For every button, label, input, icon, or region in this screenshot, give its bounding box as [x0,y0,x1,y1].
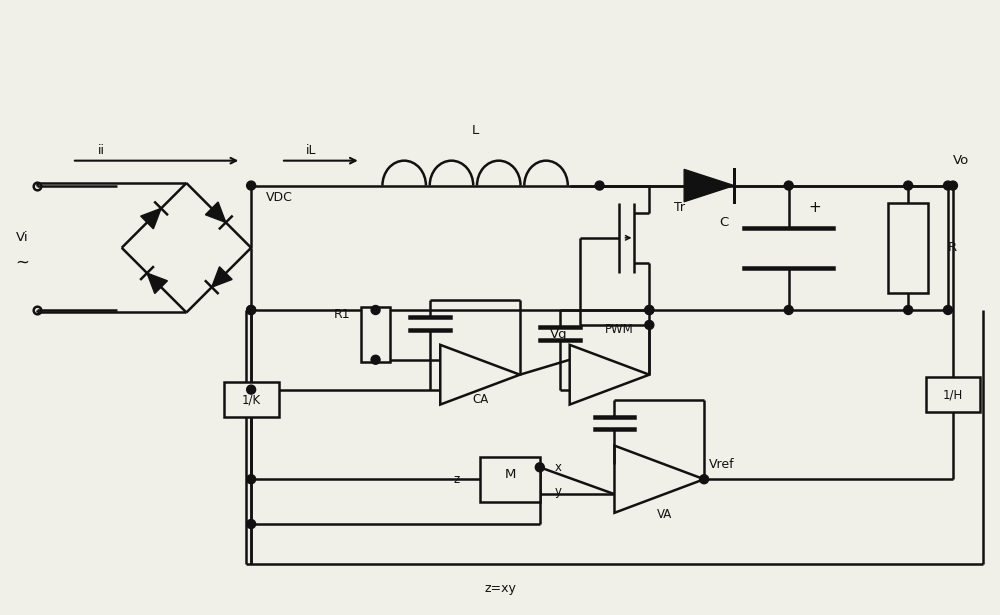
Bar [480,457,540,502]
Text: ~: ~ [15,254,29,272]
Bar [926,377,980,412]
Text: R1: R1 [334,309,351,322]
Bar [361,308,390,362]
Polygon shape [147,273,167,293]
Text: +: + [809,200,821,215]
Text: z=xy: z=xy [484,582,516,595]
Text: M: M [504,468,516,481]
Polygon shape [212,267,232,287]
Circle shape [247,385,256,394]
Text: L: L [471,124,479,137]
Circle shape [247,181,256,190]
Text: 1/K: 1/K [242,393,261,406]
Bar [888,203,928,293]
Circle shape [645,306,654,314]
Text: x: x [555,461,562,474]
Circle shape [784,181,793,190]
Circle shape [247,475,256,484]
Circle shape [247,306,256,314]
Text: ii: ii [98,144,105,157]
Text: y: y [555,485,562,498]
Circle shape [247,520,256,528]
Text: VA: VA [657,507,672,520]
Circle shape [645,320,654,330]
Text: C: C [720,216,729,229]
Text: Vg: Vg [550,328,567,341]
Circle shape [943,306,952,314]
Text: iL: iL [306,144,316,157]
Text: VDC: VDC [266,191,293,205]
Text: Vi: Vi [16,231,28,244]
Circle shape [371,306,380,314]
Circle shape [700,475,709,484]
Circle shape [247,306,256,314]
Circle shape [595,181,604,190]
Circle shape [904,306,913,314]
Circle shape [535,463,544,472]
Text: Tr: Tr [674,202,685,215]
Polygon shape [684,169,734,202]
Bar [224,382,279,417]
Circle shape [904,181,913,190]
Polygon shape [141,208,161,229]
Polygon shape [205,202,226,223]
Circle shape [948,181,957,190]
Text: z: z [454,473,460,486]
Text: PWM: PWM [605,323,634,336]
Text: Vref: Vref [709,458,735,471]
Text: R: R [948,241,957,254]
Circle shape [371,355,380,364]
Circle shape [943,181,952,190]
Text: Vo: Vo [953,154,969,167]
Circle shape [645,306,654,314]
Circle shape [784,306,793,314]
Text: 1/H: 1/H [943,388,963,401]
Text: CA: CA [472,393,488,406]
